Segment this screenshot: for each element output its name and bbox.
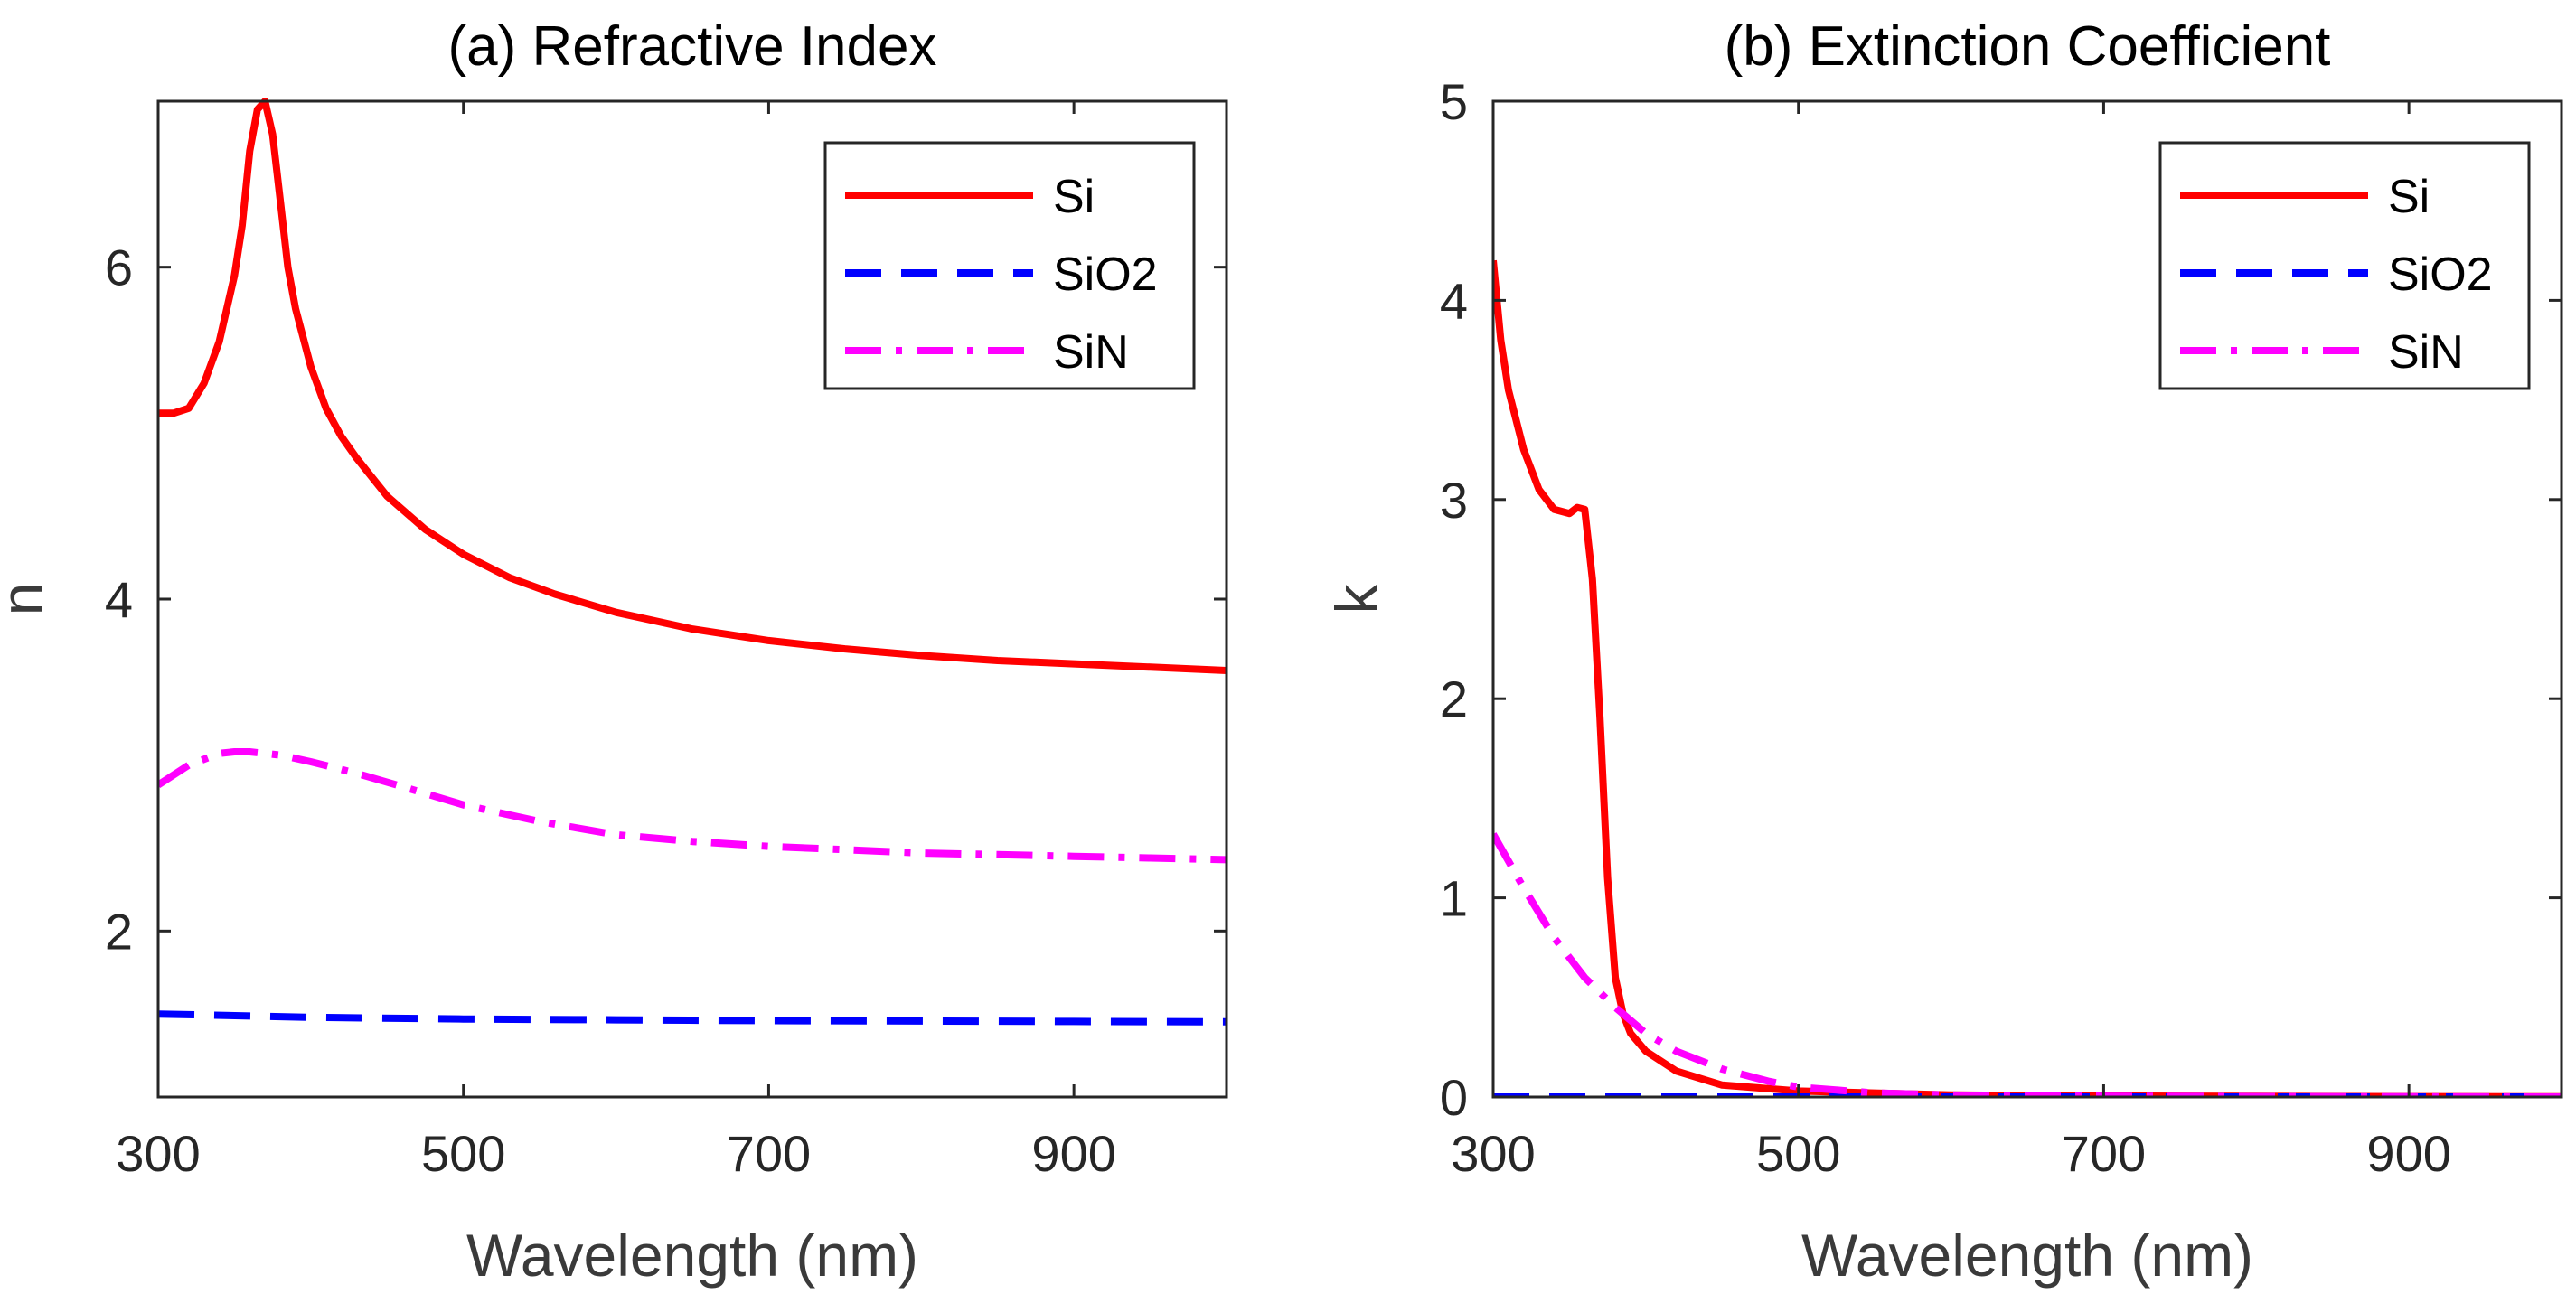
x-tick-label: 300 <box>1451 1125 1535 1182</box>
legend-label-sin: SiN <box>1053 326 1129 379</box>
legend-label-si: Si <box>2388 171 2430 223</box>
x-axis-label: Wavelength (nm) <box>466 1222 918 1289</box>
y-axis-label: k <box>1323 584 1390 614</box>
chart-title: (a) Refractive Index <box>448 15 937 78</box>
series-line-sin <box>158 748 1227 864</box>
y-tick-label: 1 <box>1440 870 1468 927</box>
x-axis-label: Wavelength (nm) <box>1801 1222 2253 1289</box>
y-tick-label: 5 <box>1440 73 1468 130</box>
series-group <box>158 98 1227 1026</box>
series-line-si <box>158 98 1227 674</box>
legend-label-sin: SiN <box>2388 326 2464 379</box>
y-tick-label: 0 <box>1440 1069 1468 1126</box>
legend-label-sio2: SiO2 <box>2388 248 2493 301</box>
y-tick-label: 4 <box>1440 272 1468 329</box>
panel-extinction-coefficient: (b) Extinction Coefficient 300 500 700 900 0 1… <box>1323 15 2563 1289</box>
x-tick-label: 900 <box>1031 1125 1115 1182</box>
y-axis-label: n <box>0 583 55 616</box>
panel-refractive-index: (a) Refractive Index 300 500 700 900 2 4 6 Wavel… <box>0 15 1228 1289</box>
legend: Si SiO2 SiN <box>2158 141 2531 390</box>
legend-label-sio2: SiO2 <box>1053 248 1158 301</box>
x-tick-label: 900 <box>2366 1125 2450 1182</box>
x-tick-label: 700 <box>727 1125 811 1182</box>
x-tick-label: 500 <box>1756 1125 1840 1182</box>
y-tick-label: 2 <box>105 903 133 960</box>
x-tick-label: 500 <box>421 1125 505 1182</box>
axes-box <box>1491 99 2563 1099</box>
legend: Si SiO2 SiN <box>823 141 1196 390</box>
series-line-sio2 <box>158 1010 1227 1026</box>
y-tick-label: 6 <box>105 239 133 296</box>
y-tick-label: 3 <box>1440 472 1468 529</box>
y-tick-label: 2 <box>1440 670 1468 727</box>
chart-title: (b) Extinction Coefficient <box>1725 15 2331 78</box>
x-tick-label: 300 <box>116 1125 200 1182</box>
y-tick-label: 4 <box>105 571 133 628</box>
legend-label-si: Si <box>1053 171 1095 223</box>
x-tick-label: 700 <box>2062 1125 2146 1182</box>
